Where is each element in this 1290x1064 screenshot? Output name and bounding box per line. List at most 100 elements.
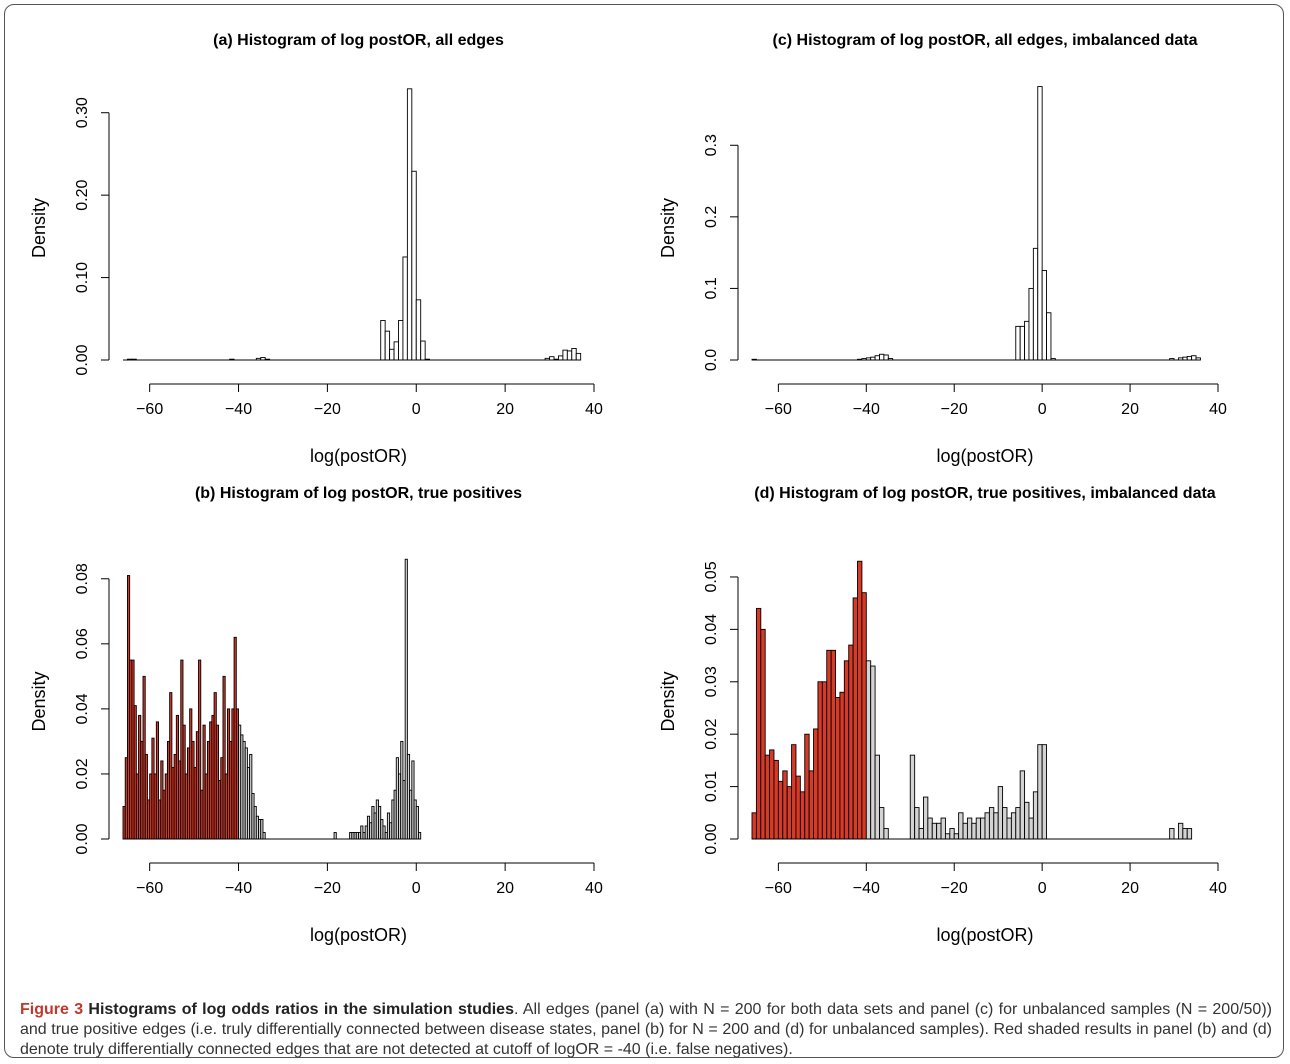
histogram-bar bbox=[795, 775, 801, 840]
y-tick-label: 0.20 bbox=[74, 179, 91, 210]
histogram-bar bbox=[1041, 744, 1048, 840]
y-tick-label: 0.10 bbox=[74, 262, 91, 293]
histogram-bar bbox=[406, 88, 413, 361]
histogram-bar bbox=[1010, 812, 1017, 840]
histogram-bar bbox=[821, 681, 828, 840]
panel-d: (d) Histogram of log postOR, true positi… bbox=[658, 485, 1227, 945]
x-tick-label: 40 bbox=[585, 880, 603, 897]
x-tick-label: −60 bbox=[765, 401, 792, 418]
histogram-bar bbox=[962, 822, 968, 840]
y-tick-label: 0.08 bbox=[74, 563, 91, 594]
x-tick-label: 0 bbox=[412, 880, 421, 897]
histogram-bar bbox=[874, 754, 880, 840]
y-tick-label: 0.04 bbox=[703, 614, 720, 645]
histogram-bar bbox=[571, 348, 577, 361]
histogram-bar bbox=[1046, 312, 1052, 361]
figure-frame bbox=[4, 4, 1284, 1058]
histogram-bar bbox=[333, 832, 337, 840]
histogram-bar bbox=[1169, 828, 1175, 840]
histogram-bar bbox=[566, 350, 573, 361]
histogram-bar bbox=[575, 352, 582, 361]
histogram-bar bbox=[1006, 817, 1012, 840]
y-tick-label: 0.00 bbox=[74, 823, 91, 854]
histogram-bar bbox=[751, 812, 757, 840]
histogram-bar bbox=[420, 340, 426, 361]
histogram-bar bbox=[262, 832, 266, 840]
histogram-bar bbox=[883, 354, 889, 361]
histogram-bar bbox=[936, 822, 942, 840]
histogram-bar bbox=[1032, 247, 1039, 361]
histogram-bar bbox=[874, 355, 880, 361]
histogram-bar bbox=[848, 644, 854, 840]
histogram-bar bbox=[393, 341, 399, 361]
histogram-bar bbox=[791, 744, 797, 840]
x-tick-label: −40 bbox=[853, 880, 880, 897]
histogram-bar bbox=[1041, 270, 1048, 361]
y-tick-label: 0.06 bbox=[74, 628, 91, 659]
x-tick-label: −60 bbox=[136, 880, 163, 897]
figure-caption: Figure 3 Histograms of log odds ratios i… bbox=[20, 1000, 1272, 1060]
histogram-bar bbox=[558, 355, 564, 361]
y-axis-label: Density bbox=[29, 198, 49, 258]
histogram-bar bbox=[966, 817, 973, 840]
y-tick-label: 0.0 bbox=[703, 349, 720, 371]
histogram-bar bbox=[1037, 86, 1043, 361]
histogram-bar bbox=[799, 791, 806, 840]
histogram-bar bbox=[782, 770, 788, 840]
histogram-bar bbox=[1037, 744, 1043, 840]
histogram-bar bbox=[786, 786, 793, 840]
histogram-bar bbox=[760, 628, 766, 840]
histogram-bar bbox=[988, 807, 995, 840]
histogram-bar bbox=[1024, 801, 1030, 840]
x-tick-label: 20 bbox=[1121, 880, 1139, 897]
histogram-bar bbox=[1032, 791, 1039, 840]
histogram-bar bbox=[562, 349, 568, 361]
panel-b: (b) Histogram of log postOR, true positi… bbox=[29, 485, 603, 945]
histogram-bar bbox=[826, 649, 832, 840]
histogram-bar bbox=[384, 330, 391, 361]
x-tick-label: 0 bbox=[412, 401, 421, 418]
x-tick-label: −40 bbox=[853, 401, 880, 418]
x-tick-label: 20 bbox=[496, 401, 514, 418]
histogram-bar bbox=[953, 833, 960, 840]
y-tick-label: 0.2 bbox=[703, 206, 720, 228]
panel-a: (a) Histogram of log postOR, all edges −6… bbox=[29, 32, 603, 466]
y-tick-label: 0.00 bbox=[74, 344, 91, 375]
histogram-bar bbox=[975, 817, 982, 840]
y-tick-label: 0.01 bbox=[703, 771, 720, 802]
y-tick-label: 0.00 bbox=[703, 823, 720, 854]
y-tick-label: 0.05 bbox=[703, 561, 720, 592]
y-tick-label: 0.3 bbox=[703, 134, 720, 156]
histogram-bar bbox=[1028, 287, 1034, 361]
histogram-bar bbox=[914, 807, 920, 840]
y-tick-label: 0.30 bbox=[74, 97, 91, 128]
x-axis-label: log(postOR) bbox=[310, 446, 407, 466]
histogram-bar bbox=[958, 812, 964, 840]
y-axis-label: Density bbox=[658, 671, 678, 731]
x-tick-label: −20 bbox=[314, 880, 341, 897]
histogram-bar bbox=[984, 812, 990, 840]
histogram-bar bbox=[1019, 325, 1026, 361]
histogram-bar bbox=[940, 817, 946, 840]
histogram-bar bbox=[418, 832, 422, 840]
histogram-bar bbox=[971, 822, 977, 840]
x-tick-label: 40 bbox=[1209, 401, 1227, 418]
x-tick-label: 40 bbox=[585, 401, 603, 418]
histogram-bar bbox=[1177, 822, 1184, 840]
histogram-bar bbox=[993, 812, 999, 840]
x-tick-label: −40 bbox=[225, 880, 252, 897]
histogram-bar bbox=[927, 817, 933, 840]
histogram-bar bbox=[980, 817, 986, 840]
panel-a-title: (a) Histogram of log postOR, all edges bbox=[213, 32, 504, 49]
x-axis-label: log(postOR) bbox=[310, 925, 407, 945]
histogram-bar bbox=[773, 759, 779, 840]
histogram-bar bbox=[857, 560, 863, 840]
histogram-bar bbox=[389, 348, 395, 361]
histogram-bar bbox=[1186, 828, 1193, 840]
x-tick-label: 0 bbox=[1038, 880, 1047, 897]
histogram-bar bbox=[764, 754, 771, 840]
histogram-bar bbox=[852, 597, 858, 840]
histogram-bar bbox=[1028, 817, 1034, 840]
panel-b-title: (b) Histogram of log postOR, true positi… bbox=[195, 485, 522, 502]
histogram-bar bbox=[843, 660, 850, 840]
